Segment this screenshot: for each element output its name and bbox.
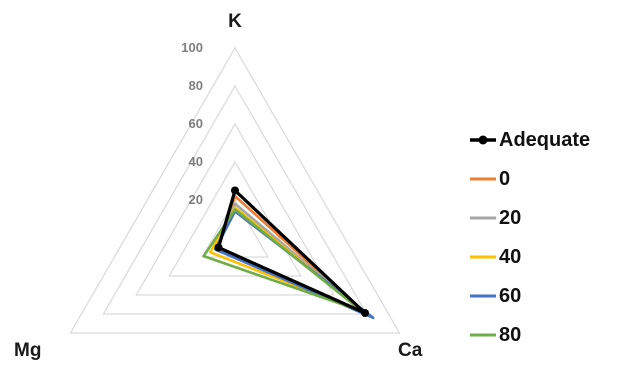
- legend-item-80: 80: [470, 324, 521, 346]
- legend-item-20: 20: [470, 207, 521, 229]
- legend-item-adequate: Adequate: [470, 129, 590, 151]
- axis-label-mg: Mg: [14, 340, 41, 361]
- data-point-mg: [214, 243, 223, 252]
- series-lines: [202, 186, 375, 320]
- legend-label: 60: [499, 285, 521, 307]
- grid-ring-60: [135, 122, 335, 296]
- grid-ring-40: [168, 160, 302, 277]
- legend-label: 0: [499, 168, 510, 190]
- legend-item-60: 60: [470, 285, 521, 307]
- series-adequate: [214, 186, 369, 317]
- legend: Adequate 0 20 40 60 80: [470, 129, 590, 346]
- data-point-ca: [361, 309, 369, 317]
- axis-label-ca: Ca: [398, 340, 423, 361]
- data-point-k: [231, 186, 239, 195]
- tick-label: 20: [189, 192, 203, 207]
- grid-ring-100: [69, 46, 401, 334]
- series-line-80: [202, 208, 364, 313]
- tick-label: 100: [181, 40, 203, 55]
- legend-marker: [478, 135, 488, 145]
- legend-label: Adequate: [499, 129, 590, 151]
- tick-label: 40: [189, 154, 203, 169]
- series-40: [209, 206, 365, 314]
- legend-label: 20: [499, 207, 521, 229]
- series-line-40: [209, 206, 365, 314]
- tick-label: 60: [189, 116, 203, 131]
- legend-label: 40: [499, 246, 521, 268]
- axis-labels: K Ca Mg: [14, 11, 423, 361]
- radial-tick-labels: 100 80 60 40 20: [181, 40, 203, 207]
- grid-ring-80: [102, 84, 368, 315]
- axis-label-k: K: [228, 11, 242, 32]
- radar-grid: [69, 46, 401, 334]
- legend-item-40: 40: [470, 246, 521, 268]
- legend-label: 80: [499, 324, 521, 346]
- tick-label: 80: [189, 78, 203, 93]
- series-line-adequate: [216, 188, 367, 315]
- legend-item-0: 0: [470, 168, 510, 190]
- series-80: [202, 208, 364, 313]
